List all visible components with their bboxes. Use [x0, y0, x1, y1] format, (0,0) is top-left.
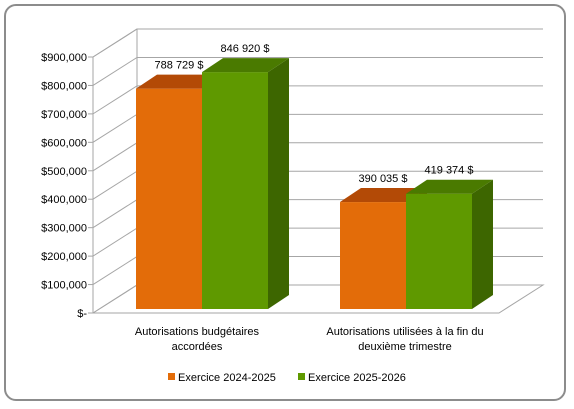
category-label: Autorisations budgétaires — [135, 326, 260, 338]
data-label: 390 035 $ — [359, 173, 408, 185]
legend-label: Exercice 2024-2025 — [178, 372, 276, 384]
y-tick-label: $300,000 — [41, 223, 87, 235]
bar — [406, 179, 493, 309]
bar-front — [340, 202, 406, 309]
bar-top — [406, 179, 493, 194]
bar-front — [136, 88, 202, 309]
bar-top — [340, 188, 427, 203]
y-tick-label: $500,000 — [41, 166, 87, 178]
bar-front — [202, 72, 268, 309]
gridline — [92, 28, 543, 58]
legend-swatch — [298, 373, 305, 380]
y-tick-label: $900,000 — [41, 52, 87, 64]
y-tick-label: $600,000 — [41, 137, 87, 149]
category-label: accordées — [172, 341, 223, 353]
back-wall-top-edge — [92, 28, 543, 58]
gridline — [92, 56, 543, 86]
bars — [136, 58, 493, 309]
legend-item: Exercice 2024-2025 — [168, 372, 276, 384]
category-labels: Autorisations budgétaires accordées Autori… — [135, 326, 484, 353]
data-label: 846 920 $ — [221, 43, 270, 55]
y-tick-label: $- — [77, 308, 87, 320]
data-label: 788 729 $ — [155, 60, 204, 72]
bar-top — [136, 74, 223, 89]
bar-top — [202, 58, 289, 73]
gridline — [92, 85, 543, 115]
bar-side — [268, 58, 289, 309]
y-tick-label: $400,000 — [41, 194, 87, 206]
y-tick-label: $100,000 — [41, 280, 87, 292]
category-label: Autorisations utilisées à la fin du — [326, 326, 483, 338]
legend: Exercice 2024-2025 Exercice 2025-2026 — [168, 372, 406, 384]
y-tick-label: $800,000 — [41, 80, 87, 92]
legend-swatch — [168, 373, 175, 380]
y-tick-label: $700,000 — [41, 109, 87, 121]
category-label: deuxième trimestre — [358, 341, 452, 353]
legend-label: Exercice 2025-2026 — [308, 372, 406, 384]
bar-side — [472, 179, 493, 309]
y-tick-label: $200,000 — [41, 251, 87, 263]
legend-item: Exercice 2025-2026 — [298, 372, 406, 384]
data-labels: 788 729 $ 846 920 $ 390 035 $ 419 374 $ — [155, 43, 474, 185]
bar — [202, 58, 289, 309]
bar-front — [406, 193, 472, 309]
y-axis-ticks: $- $100,000 $200,000 $300,000 $400,000 $500,0… — [41, 52, 93, 320]
floor — [91, 284, 545, 314]
data-label: 419 374 $ — [425, 165, 474, 177]
